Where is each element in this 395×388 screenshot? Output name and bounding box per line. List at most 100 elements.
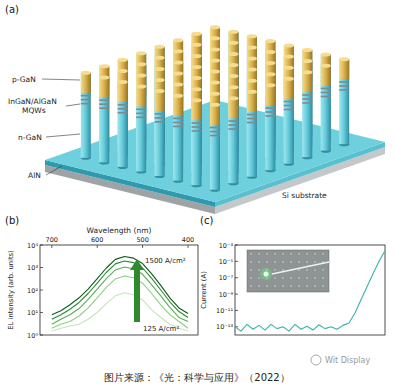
photo-dot	[274, 253, 276, 255]
background	[0, 0, 395, 388]
wire-top	[99, 75, 109, 79]
n-gan-body	[173, 96, 183, 181]
wire-top	[192, 98, 202, 102]
x-tick-label: 600	[91, 236, 103, 244]
nanowire	[155, 89, 165, 178]
annotation: 1500 A/cm²	[145, 257, 186, 265]
wire-top	[265, 72, 275, 76]
mqw-band	[118, 112, 128, 114]
layer-label: InGaN/AlGaNMQWs	[8, 97, 57, 115]
nanowire	[228, 96, 238, 185]
photo-dot	[314, 269, 316, 271]
n-gan-body	[339, 59, 349, 144]
mqw-band	[173, 122, 183, 124]
y-tick-label: 10⁻⁷	[219, 274, 234, 282]
wire-top	[247, 45, 257, 49]
y-tick-label: 10⁻¹³	[216, 323, 233, 331]
wire-top	[210, 103, 220, 107]
mqw-band	[173, 126, 183, 128]
wire-top	[228, 30, 238, 34]
wire-top	[192, 65, 202, 69]
mqw-band	[228, 120, 238, 122]
wire-top	[210, 81, 220, 85]
n-gan-body	[192, 100, 202, 185]
p-gan-cap	[302, 72, 312, 92]
y-tick	[235, 277, 238, 278]
p-gan-cap	[265, 85, 275, 105]
nanowire	[228, 41, 238, 130]
wire-top	[284, 43, 294, 47]
mqw-band	[81, 95, 91, 97]
photo-dot	[290, 253, 292, 255]
photo-dot	[306, 261, 308, 263]
n-gan-body	[321, 66, 331, 151]
mqw-band	[321, 88, 331, 90]
photo-dot	[322, 269, 324, 271]
plot-frame	[40, 245, 198, 335]
photo-dot	[250, 277, 252, 279]
wire-top	[247, 79, 257, 83]
photo-dot	[322, 285, 324, 287]
nanowire	[192, 98, 202, 187]
nanowire	[173, 94, 183, 183]
wire-top	[155, 56, 165, 60]
photo-bg	[247, 250, 329, 292]
wire-top	[173, 38, 183, 42]
mqw-band	[247, 122, 257, 124]
series-line	[52, 276, 188, 328]
photo-dot	[250, 269, 252, 271]
mqw-band	[302, 98, 312, 100]
photo-dot	[274, 285, 276, 287]
y-tick-label: 10¹	[27, 309, 38, 317]
photo-dot	[290, 285, 292, 287]
wire-top	[81, 71, 91, 75]
photo-dot	[266, 285, 268, 287]
nanowire	[247, 34, 257, 123]
mqw-band	[284, 101, 294, 103]
series-line	[52, 267, 188, 324]
photo-dot	[306, 269, 308, 271]
nanowire	[192, 43, 202, 132]
wire-top	[210, 58, 220, 62]
photo-dot	[266, 261, 268, 263]
leader-line	[66, 104, 80, 106]
watermark-text: Wit Display	[325, 356, 370, 365]
leader-line	[46, 134, 80, 137]
y-tick-label: 10²	[27, 287, 38, 295]
photo-dot	[298, 253, 300, 255]
nanowire	[210, 25, 220, 114]
photo-dot	[274, 277, 276, 279]
n-gan-body	[99, 77, 109, 162]
p-gan-cap	[99, 77, 109, 97]
wire-top	[265, 39, 275, 43]
y-tick	[235, 294, 238, 295]
panel-label: (b)	[5, 215, 19, 226]
wire-top	[247, 57, 257, 61]
photo-dot	[314, 285, 316, 287]
wire-top	[118, 80, 128, 84]
photo-dot	[322, 253, 324, 255]
n-gan-body	[247, 92, 257, 177]
n-gan-body	[173, 40, 183, 125]
layer-label: AlN	[28, 171, 41, 180]
wire-top	[321, 53, 331, 57]
y-tick	[40, 335, 43, 336]
caption: 图片来源：《光：科学与应用》（2022）	[104, 372, 289, 383]
x-tick-label: 400	[182, 236, 194, 244]
photo-dot	[282, 269, 284, 271]
photo-dot	[258, 277, 260, 279]
mqw-band	[321, 96, 331, 98]
photo-dot	[274, 261, 276, 263]
nanowire	[210, 47, 220, 136]
y-tick-label: 10⁰	[27, 332, 38, 340]
photo-dot	[282, 253, 284, 255]
n-gan-body	[228, 98, 238, 183]
nanowire	[339, 57, 349, 146]
x-tick	[97, 245, 98, 248]
p-gan-cap	[228, 98, 238, 118]
mqw-band	[99, 107, 109, 109]
wire-top	[173, 71, 183, 75]
wire-top	[210, 92, 220, 96]
intensity-arrow	[130, 259, 144, 322]
photo-dot	[306, 253, 308, 255]
